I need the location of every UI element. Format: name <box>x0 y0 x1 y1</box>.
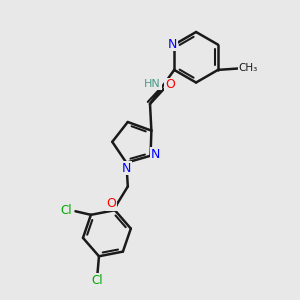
Text: O: O <box>106 197 116 210</box>
Text: N: N <box>168 38 177 50</box>
Text: CH₃: CH₃ <box>238 63 258 74</box>
Text: Cl: Cl <box>60 204 72 217</box>
Text: O: O <box>165 78 175 92</box>
Text: N: N <box>122 161 131 175</box>
Text: N: N <box>151 148 160 161</box>
Text: HN: HN <box>144 79 161 89</box>
Text: Cl: Cl <box>92 274 103 286</box>
